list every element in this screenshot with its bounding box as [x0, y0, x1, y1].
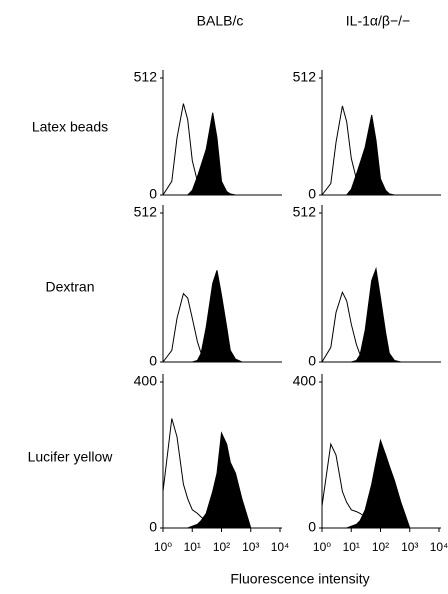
y-tick-label: 0 [308, 519, 316, 535]
filled-histogram [322, 114, 410, 196]
filled-histogram [163, 270, 251, 363]
x-tick-label: 10⁴ [430, 540, 448, 554]
filled-histogram [322, 266, 410, 363]
y-tick-label: 512 [293, 69, 317, 85]
y-tick-label: 0 [149, 186, 157, 202]
x-tick-label: 10⁰ [154, 540, 172, 554]
row-label: Lucifer yellow [28, 449, 114, 465]
y-tick-label: 512 [293, 204, 317, 220]
y-tick-label: 512 [134, 204, 158, 220]
filled-histogram [322, 438, 411, 529]
row-label: Latex beads [32, 119, 108, 135]
y-tick-label: 400 [293, 373, 317, 389]
x-axis-label: Fluorescence intensity [230, 571, 369, 587]
x-tick-label: 10¹ [343, 540, 360, 554]
x-tick-label: 10² [213, 540, 230, 554]
y-tick-label: 400 [134, 373, 158, 389]
x-tick-label: 10⁴ [271, 540, 290, 554]
y-tick-label: 0 [149, 353, 157, 369]
x-tick-label: 10² [372, 540, 389, 554]
column-title: IL-1α/β−/− [346, 13, 410, 29]
column-title: BALB/c [197, 13, 244, 29]
y-tick-label: 512 [134, 69, 158, 85]
x-tick-label: 10³ [401, 540, 418, 554]
row-label: Dextran [45, 279, 94, 295]
y-tick-label: 0 [308, 353, 316, 369]
x-tick-label: 10⁰ [313, 540, 331, 554]
filled-histogram [163, 112, 251, 196]
x-tick-label: 10¹ [184, 540, 201, 554]
x-tick-label: 10³ [242, 540, 259, 554]
filled-histogram [163, 431, 252, 529]
y-tick-label: 0 [149, 519, 157, 535]
y-tick-label: 0 [308, 186, 316, 202]
